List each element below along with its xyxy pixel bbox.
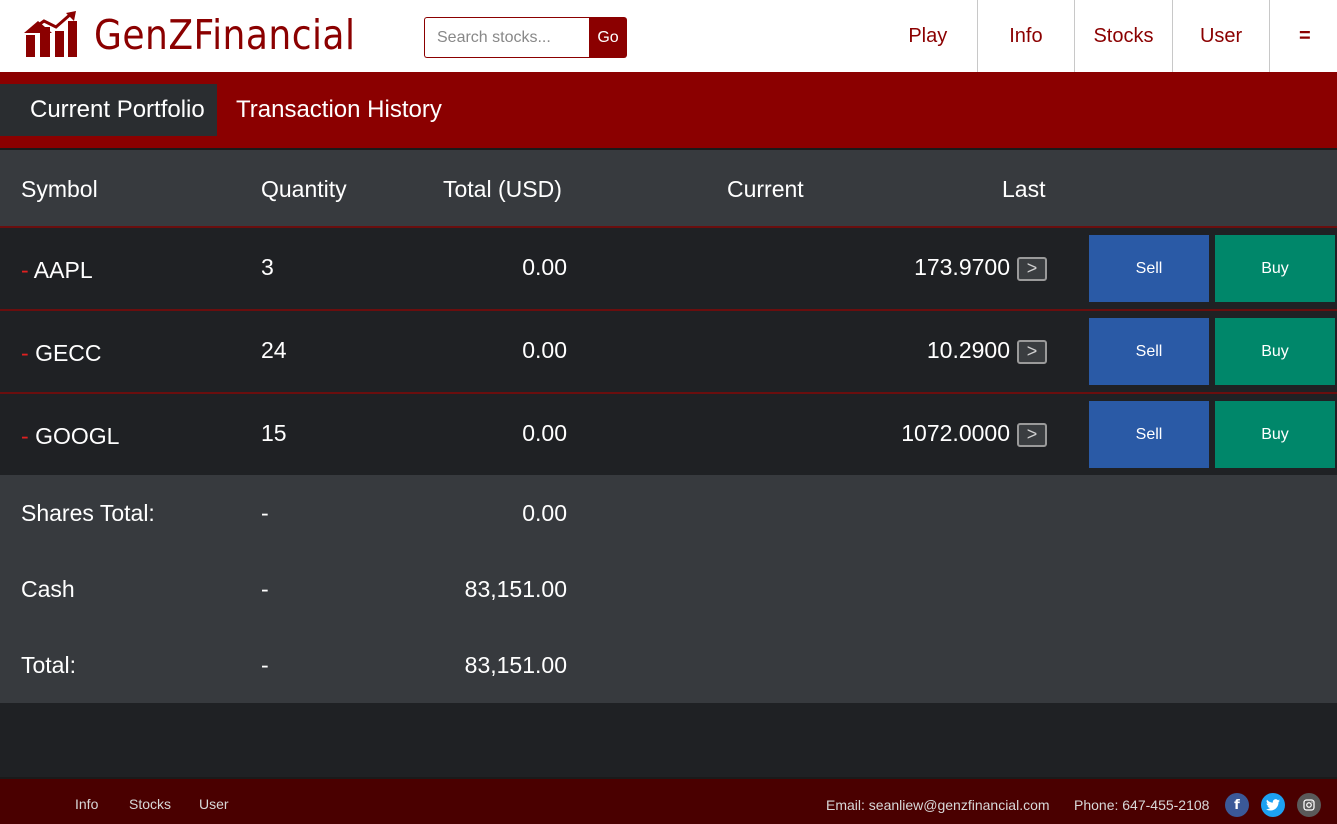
header-total: Total (USD) bbox=[443, 176, 562, 202]
footer-phone: Phone: 647-455-2108 bbox=[1074, 797, 1210, 813]
summary-row-total: Total: - 83,151.00 bbox=[0, 627, 1337, 703]
camera-icon bbox=[1303, 799, 1315, 811]
tab-transaction-history[interactable]: Transaction History bbox=[236, 96, 442, 123]
instagram-icon[interactable] bbox=[1297, 793, 1321, 817]
summary-total: 0.00 bbox=[522, 500, 567, 526]
header-last: Last bbox=[1002, 176, 1046, 202]
summary-label: Cash bbox=[21, 576, 75, 602]
header-current: Current bbox=[727, 176, 804, 202]
nav-info[interactable]: Info bbox=[976, 0, 1075, 72]
summary-label: Shares Total: bbox=[21, 500, 155, 526]
symbol-cell: - GECC bbox=[21, 340, 102, 367]
symbol-cell: - AAPL bbox=[21, 257, 93, 284]
top-header: GenZFinancial Go Play Info Stocks User = bbox=[0, 0, 1337, 72]
table-header: Symbol Quantity Total (USD) Current Last bbox=[0, 150, 1337, 228]
menu-toggle-icon[interactable]: = bbox=[1269, 0, 1337, 72]
total-cell: 0.00 bbox=[522, 254, 567, 280]
details-arrow-button[interactable]: > bbox=[1017, 257, 1047, 281]
summary-quantity: - bbox=[261, 500, 269, 526]
total-cell: 0.00 bbox=[522, 337, 567, 363]
summary-quantity: - bbox=[261, 576, 269, 602]
remove-dash[interactable]: - bbox=[21, 257, 29, 283]
symbol-text: GECC bbox=[35, 340, 102, 366]
search-bar: Go bbox=[424, 17, 627, 58]
last-price-cell: 1072.0000 bbox=[901, 420, 1010, 446]
summary-total: 83,151.00 bbox=[464, 576, 567, 602]
nav-stocks[interactable]: Stocks bbox=[1074, 0, 1172, 72]
main-nav: Play Info Stocks User = bbox=[879, 0, 1337, 72]
nav-user[interactable]: User bbox=[1171, 0, 1270, 72]
search-go-button[interactable]: Go bbox=[589, 17, 627, 58]
buy-button[interactable]: Buy bbox=[1215, 401, 1335, 468]
table-row: - GOOGL 15 0.00 1072.0000 > Sell Buy bbox=[0, 394, 1337, 477]
nav-play[interactable]: Play bbox=[908, 24, 948, 47]
footer-link-user[interactable]: User bbox=[199, 796, 229, 812]
buy-button[interactable]: Buy bbox=[1215, 318, 1335, 385]
last-price-cell: 173.9700 bbox=[914, 254, 1010, 280]
footer-link-info[interactable]: Info bbox=[75, 796, 99, 812]
footer-email: Email: seanliew@genzfinancial.com bbox=[826, 797, 1050, 813]
summary-quantity: - bbox=[261, 652, 269, 678]
header-quantity: Quantity bbox=[261, 176, 347, 202]
growth-chart-icon bbox=[24, 11, 77, 57]
summary-total: 83,151.00 bbox=[464, 652, 567, 678]
remove-dash[interactable]: - bbox=[21, 423, 29, 449]
quantity-cell: 24 bbox=[261, 337, 287, 363]
quantity-cell: 15 bbox=[261, 420, 287, 446]
header-symbol: Symbol bbox=[21, 176, 98, 202]
logo[interactable]: GenZFinancial bbox=[22, 8, 391, 62]
footer-link-stocks[interactable]: Stocks bbox=[129, 796, 172, 812]
portfolio-tabs: Current Portfolio Transaction History bbox=[0, 72, 1337, 150]
buy-button[interactable]: Buy bbox=[1215, 235, 1335, 302]
sell-button[interactable]: Sell bbox=[1089, 235, 1209, 302]
twitter-icon[interactable] bbox=[1261, 793, 1285, 817]
sell-button[interactable]: Sell bbox=[1089, 401, 1209, 468]
symbol-text: GOOGL bbox=[35, 423, 120, 449]
symbol-text: AAPL bbox=[33, 257, 93, 283]
summary-row-cash: Cash - 83,151.00 bbox=[0, 551, 1337, 627]
twitter-bird-icon bbox=[1266, 799, 1280, 811]
quantity-cell: 3 bbox=[261, 254, 274, 280]
table-row: - GECC 24 0.00 10.2900 > Sell Buy bbox=[0, 311, 1337, 394]
summary-row-shares-total: Shares Total: - 0.00 bbox=[0, 475, 1337, 551]
portfolio-summary: Shares Total: - 0.00 Cash - 83,151.00 To… bbox=[0, 475, 1337, 703]
search-input[interactable] bbox=[424, 17, 589, 58]
last-price-cell: 10.2900 bbox=[926, 337, 1010, 363]
sell-button[interactable]: Sell bbox=[1089, 318, 1209, 385]
facebook-icon[interactable]: f bbox=[1225, 793, 1249, 817]
page-footer: Info Stocks User Email: seanliew@genzfin… bbox=[0, 777, 1337, 824]
table-row: - AAPL 3 0.00 173.9700 > Sell Buy bbox=[0, 228, 1337, 311]
details-arrow-button[interactable]: > bbox=[1017, 423, 1047, 447]
remove-dash[interactable]: - bbox=[21, 340, 29, 366]
logo-text: GenZFinancial bbox=[94, 11, 356, 59]
tab-current-portfolio[interactable]: Current Portfolio bbox=[0, 84, 217, 136]
summary-label: Total: bbox=[21, 652, 76, 678]
details-arrow-button[interactable]: > bbox=[1017, 340, 1047, 364]
symbol-cell: - GOOGL bbox=[21, 423, 119, 450]
total-cell: 0.00 bbox=[522, 420, 567, 446]
